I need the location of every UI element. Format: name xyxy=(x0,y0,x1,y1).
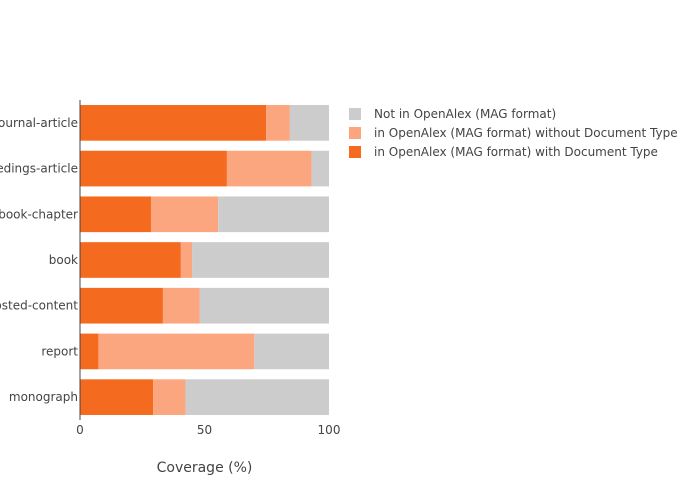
bar-book-chapter-with-doc-type[interactable] xyxy=(80,196,151,233)
bar-book-not-in-openalex[interactable] xyxy=(192,242,329,278)
legend-label-without-doc-type: in OpenAlex (MAG format) without Documen… xyxy=(374,126,678,140)
y-tick-label-journal-article: journal-article xyxy=(0,116,78,130)
bar-proceedings-article-not-in-openalex[interactable] xyxy=(311,150,329,187)
bar-report-not-in-openalex[interactable] xyxy=(254,333,329,370)
y-tick-label-book: book xyxy=(49,253,78,267)
x-tick-label-100: 100 xyxy=(318,423,341,437)
bar-book-with-doc-type[interactable] xyxy=(80,242,181,278)
bar-book-chapter-without-doc-type[interactable] xyxy=(150,196,219,233)
legend-swatch-with-doc-type xyxy=(349,146,361,158)
x-tick-label-0: 0 xyxy=(76,423,84,437)
bar-book-without-doc-type[interactable] xyxy=(180,242,193,278)
y-tick-label-monograph: monograph xyxy=(9,390,78,404)
x-tick-labels: 0 50 100 xyxy=(76,423,340,437)
bar-journal-article-with-doc-type[interactable] xyxy=(80,105,267,141)
y-tick-labels: journal-article proceedings-article book-c… xyxy=(0,116,78,404)
legend-swatch-without-doc-type xyxy=(349,127,361,139)
legend-item-without-doc-type[interactable]: in OpenAlex (MAG format) without Documen… xyxy=(349,126,678,140)
bar-journal-article-not-in-openalex[interactable] xyxy=(289,105,329,141)
bar-posted-content-not-in-openalex[interactable] xyxy=(199,287,329,324)
bar-posted-content-with-doc-type[interactable] xyxy=(80,287,163,324)
y-tick-label-book-chapter: book-chapter xyxy=(0,207,78,221)
bar-report-without-doc-type[interactable] xyxy=(98,333,255,370)
legend-item-not-in-openalex[interactable]: Not in OpenAlex (MAG format) xyxy=(349,107,556,121)
y-tick-label-proceedings-article: proceedings-article xyxy=(0,162,78,176)
bar-posted-content-without-doc-type[interactable] xyxy=(162,287,200,324)
bar-monograph-not-in-openalex[interactable] xyxy=(185,379,329,415)
bar-journal-article-without-doc-type[interactable] xyxy=(266,105,290,141)
bar-proceedings-article-without-doc-type[interactable] xyxy=(226,150,312,187)
bar-book-chapter-not-in-openalex[interactable] xyxy=(218,196,329,233)
x-tick-label-50: 50 xyxy=(197,423,212,437)
legend-label-not-in-openalex: Not in OpenAlex (MAG format) xyxy=(374,107,556,121)
y-tick-label-report: report xyxy=(41,344,78,358)
bar-monograph-without-doc-type[interactable] xyxy=(153,379,186,415)
bar-proceedings-article-with-doc-type[interactable] xyxy=(80,150,227,187)
x-axis-title: Coverage (%) xyxy=(157,460,253,476)
y-tick-label-posted-content: posted-content xyxy=(0,299,78,313)
legend[interactable]: Not in OpenAlex (MAG format) in OpenAlex … xyxy=(349,107,678,159)
legend-item-with-doc-type[interactable]: in OpenAlex (MAG format) with Document T… xyxy=(349,145,658,159)
bars-layer xyxy=(80,105,329,415)
bar-report-with-doc-type[interactable] xyxy=(80,333,99,370)
legend-swatch-not-in-openalex xyxy=(349,108,361,120)
legend-label-with-doc-type: in OpenAlex (MAG format) with Document T… xyxy=(374,145,658,159)
bar-monograph-with-doc-type[interactable] xyxy=(80,379,154,415)
